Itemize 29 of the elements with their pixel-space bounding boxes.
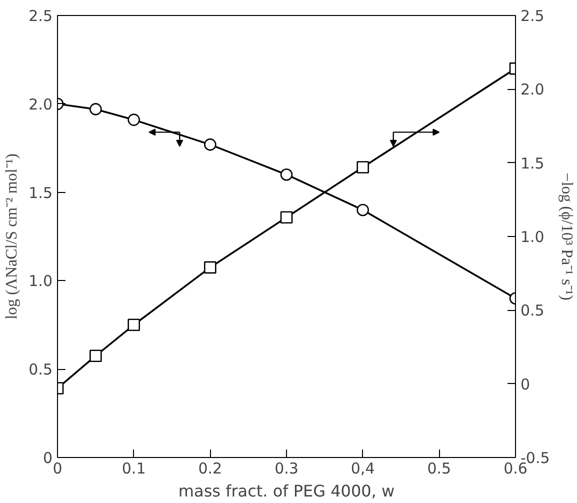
y2-tick-label: 1.0	[520, 228, 544, 246]
point	[356, 204, 369, 216]
y-tick-label: 2.0	[28, 95, 53, 114]
point	[128, 114, 140, 126]
x-tick-label: 0.2	[198, 460, 222, 478]
x-tick-label: 0.1	[122, 460, 146, 478]
y2-tick-label: 0.5	[520, 302, 544, 320]
point	[128, 318, 140, 332]
y2-axis-title: −log (ϕ/10³ Pa⁻¹ s⁻¹)	[558, 172, 575, 300]
point	[280, 168, 293, 181]
y-tick-label: 0.5	[28, 360, 53, 379]
x-axis-title: mass fract. of PEG 4000, w	[178, 482, 395, 500]
y-axis-title: log (ΛNaCl/S cm⁻² mol⁻¹)	[4, 154, 21, 320]
point	[280, 211, 293, 224]
x-tick-label: 0.3	[274, 460, 298, 478]
y-tick-label: 1.5	[28, 184, 53, 202]
x-tick-label: 0,4	[350, 460, 375, 478]
y-tick-label: 1.0	[28, 272, 53, 290]
y2-tick-label: 2.5	[520, 7, 544, 25]
point	[90, 350, 102, 362]
y2-tick-label: 0	[520, 375, 530, 394]
point	[90, 103, 102, 116]
point	[204, 261, 216, 274]
y2-tick-label: 1.5	[520, 154, 544, 172]
y2-tick-label: 2.0	[520, 80, 544, 99]
x-tick-label: 0.5	[427, 460, 452, 478]
point	[204, 138, 216, 151]
point	[356, 161, 369, 174]
y-tick-label: 2.5	[28, 7, 53, 25]
